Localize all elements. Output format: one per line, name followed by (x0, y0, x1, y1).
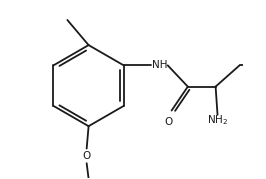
Text: NH$_2$: NH$_2$ (207, 114, 228, 127)
Text: O: O (165, 117, 173, 127)
Text: NH: NH (152, 60, 167, 70)
Text: O: O (82, 151, 91, 161)
